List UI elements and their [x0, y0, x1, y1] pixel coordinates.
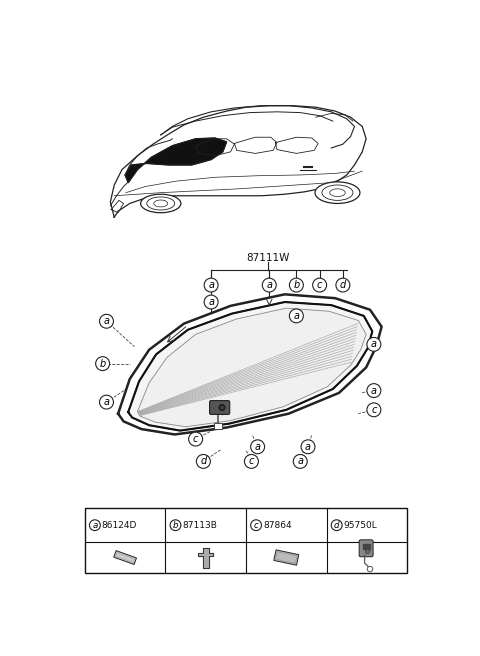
Text: a: a	[293, 311, 300, 321]
Text: a: a	[92, 521, 97, 529]
Text: a: a	[297, 457, 303, 466]
Ellipse shape	[154, 200, 168, 207]
Text: 95750L: 95750L	[344, 521, 377, 529]
FancyBboxPatch shape	[210, 401, 230, 415]
Text: d: d	[334, 521, 339, 529]
Circle shape	[189, 432, 203, 446]
Ellipse shape	[330, 189, 345, 197]
Ellipse shape	[141, 194, 181, 213]
Circle shape	[301, 440, 315, 454]
Polygon shape	[125, 138, 227, 182]
Text: d: d	[340, 280, 346, 290]
Circle shape	[367, 403, 381, 417]
Text: a: a	[208, 297, 214, 307]
Polygon shape	[363, 544, 370, 549]
Ellipse shape	[322, 185, 353, 200]
Circle shape	[331, 520, 342, 531]
Circle shape	[289, 278, 303, 292]
Circle shape	[365, 549, 370, 554]
Text: b: b	[99, 359, 106, 369]
Bar	[85, 508, 407, 573]
Circle shape	[244, 455, 258, 468]
Text: c: c	[254, 521, 258, 529]
Text: a: a	[104, 397, 109, 407]
Circle shape	[196, 455, 210, 468]
Text: c: c	[317, 280, 322, 290]
Polygon shape	[128, 302, 372, 430]
Ellipse shape	[147, 197, 175, 210]
Polygon shape	[198, 548, 214, 567]
Circle shape	[293, 455, 307, 468]
Text: b: b	[293, 280, 300, 290]
Text: a: a	[371, 386, 377, 396]
Text: a: a	[254, 441, 261, 452]
Circle shape	[99, 395, 113, 409]
Circle shape	[220, 406, 224, 409]
Text: c: c	[193, 434, 198, 444]
Circle shape	[99, 314, 113, 328]
Polygon shape	[274, 550, 299, 565]
Circle shape	[219, 405, 225, 411]
Polygon shape	[137, 308, 366, 427]
FancyBboxPatch shape	[359, 540, 373, 557]
Text: a: a	[266, 280, 272, 290]
Circle shape	[262, 278, 276, 292]
Circle shape	[289, 309, 303, 323]
Text: c: c	[249, 457, 254, 466]
Circle shape	[251, 520, 262, 531]
Circle shape	[312, 278, 326, 292]
Circle shape	[170, 520, 181, 531]
Circle shape	[367, 384, 381, 398]
Text: 87113B: 87113B	[182, 521, 217, 529]
Circle shape	[89, 520, 100, 531]
Text: a: a	[208, 280, 214, 290]
Text: 87111W: 87111W	[246, 253, 289, 263]
Text: a: a	[305, 441, 311, 452]
Circle shape	[367, 566, 372, 572]
Text: c: c	[371, 405, 377, 415]
FancyBboxPatch shape	[214, 423, 222, 429]
Circle shape	[336, 278, 350, 292]
Polygon shape	[114, 550, 136, 564]
Ellipse shape	[315, 182, 360, 203]
Circle shape	[96, 357, 109, 371]
Circle shape	[251, 440, 264, 454]
Text: d: d	[200, 457, 206, 466]
Polygon shape	[118, 295, 382, 434]
Circle shape	[367, 337, 381, 352]
Circle shape	[204, 278, 218, 292]
Text: 86124D: 86124D	[102, 521, 137, 529]
Text: a: a	[371, 339, 377, 350]
Circle shape	[204, 295, 218, 309]
Text: 87864: 87864	[263, 521, 292, 529]
Text: a: a	[104, 316, 109, 326]
Text: b: b	[173, 521, 178, 529]
